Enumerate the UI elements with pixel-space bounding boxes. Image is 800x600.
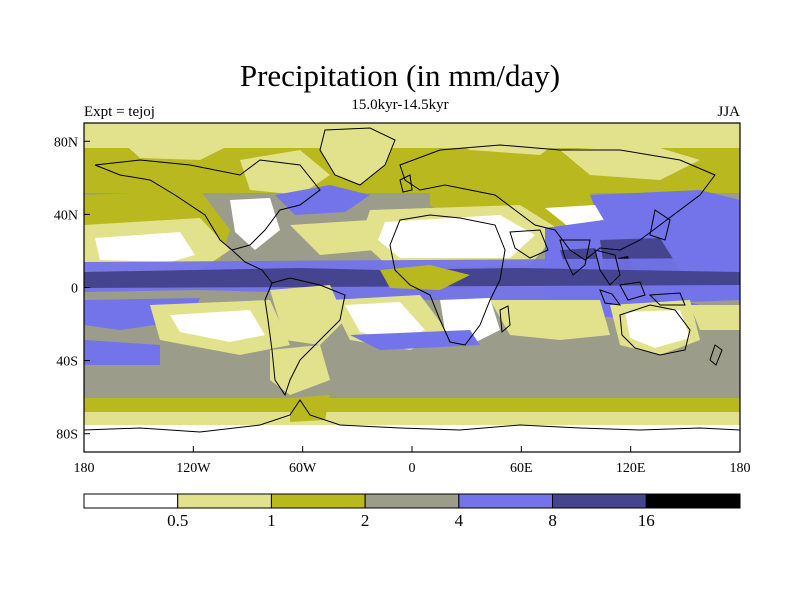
coast-uk [399,174,413,193]
siberia-dry [560,145,700,180]
y-tick-label: 40N [54,208,78,223]
colorbar-label: 0.5 [167,511,188,530]
colorbar-swatch [645,493,741,509]
colorbar-swatch [83,493,179,509]
colorbar-label: 1 [267,511,276,530]
colorbar-label: 8 [548,511,557,530]
s-pacific-dry-white [170,310,265,342]
coast-antarctica [84,399,740,433]
canada-dry [240,150,330,195]
figure-subtitle: 15.0kyr-14.5kyr [351,97,449,113]
coast-arabia [509,229,549,259]
coast-new-zealand [709,344,723,366]
x-tick-label: 120W [176,461,211,476]
x-tick-label: 0 [409,461,416,476]
colorbar: 0.5 1 2 4 8 16 [83,493,741,530]
coast-japan [649,209,671,241]
coast-europe-asia [399,144,716,261]
west-africa-olive [380,265,470,290]
s-atlantic-white [345,302,425,342]
arctic-dry-1 [440,130,560,155]
greenland-dry [320,128,395,185]
s-atlantic-storm-purple [350,330,480,350]
coast-central-america [231,249,273,284]
figure-title: Precipitation (in mm/day) [239,58,561,93]
y-axis: 80N 40N 0 40S 80S [54,135,90,443]
north-america-white [230,198,280,250]
colorbar-label: 2 [361,511,370,530]
coast-australia [619,304,691,356]
antarctic-peninsula-olive [290,395,330,422]
equatorial-grey-gap [84,290,300,300]
coast-borneo [619,281,646,301]
coastlines [84,127,740,433]
colorbar-swatch [270,493,366,509]
coast-sumatra [599,289,622,306]
x-tick-label: 60W [289,461,317,476]
season-label: JJA [717,104,740,120]
experiment-label: Expt = tejoj [84,104,155,120]
colorbar-swatch [458,493,554,509]
coast-africa [389,214,506,346]
x-tick-label: 60E [510,461,533,476]
colorbar-label: 4 [455,511,464,530]
patagonia-olive [270,345,330,395]
s-indian-olive [490,300,610,340]
coast-greenland [319,127,396,186]
coast-madagascar [499,305,511,334]
n-atlantic-olive [290,220,375,255]
colorbar-swatch [364,493,460,509]
colorbar-swatch [177,493,272,509]
colorbar-swatch [552,493,647,509]
y-tick-label: 80N [54,135,78,150]
s-pacific-east-olive [690,305,740,330]
x-tick-label: 180 [74,461,95,476]
coast-south-america [264,277,346,397]
arctic-dry-2 [120,132,230,160]
x-axis: 180 120W 60W 0 60E 120E 180 [74,446,751,476]
coast-north-america [94,159,321,251]
colorbar-label: 16 [638,511,655,530]
x-tick-label: 120E [616,461,646,476]
y-tick-label: 40S [56,355,78,370]
x-tick-label: 180 [730,461,751,476]
coast-india [559,239,591,276]
s-america-olive [270,285,345,345]
australia-white [625,310,690,348]
y-tick-label: 80S [56,428,78,443]
y-tick-label: 0 [71,282,78,297]
atlantic-storm-purple [275,185,370,215]
coast-southeast-asia [594,249,621,286]
coast-new-guinea [648,292,686,306]
n-pacific-dry-white [95,232,195,262]
southern-ocean-purple [84,340,160,365]
